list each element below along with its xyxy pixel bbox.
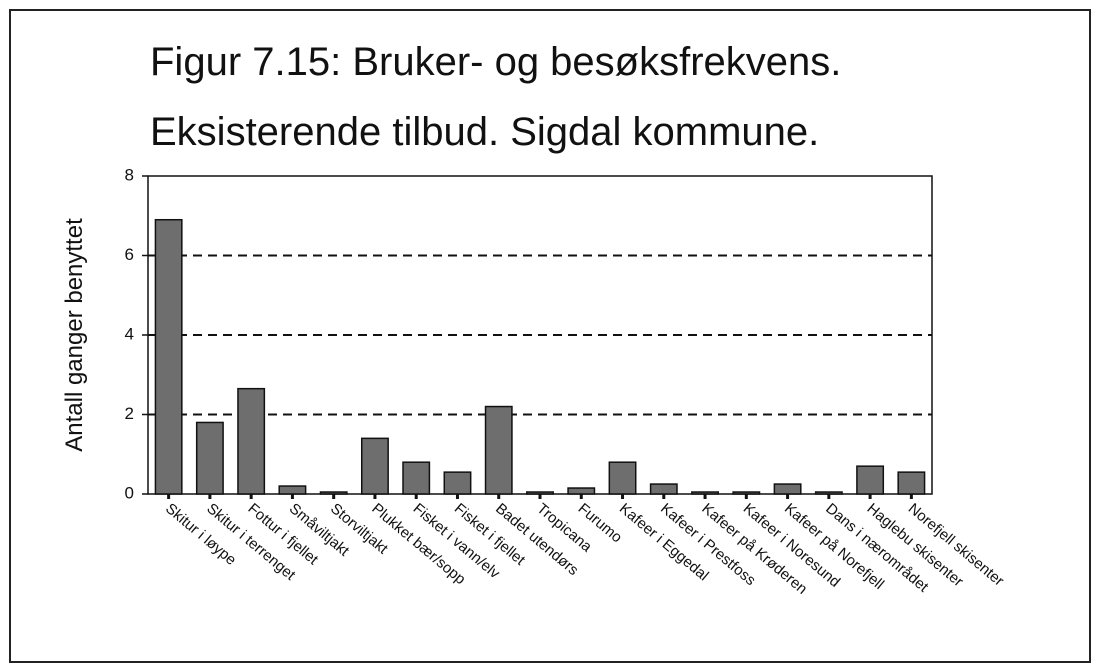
- y-tick-label: 0: [125, 483, 134, 502]
- bar: [608, 461, 637, 495]
- bar: [443, 471, 472, 495]
- bar: [567, 487, 596, 495]
- y-tick-label: 8: [125, 165, 134, 184]
- bar: [814, 491, 843, 495]
- bar: [237, 387, 266, 495]
- frame: [9, 9, 1091, 663]
- y-tick-label: 4: [125, 324, 134, 343]
- bar: [691, 491, 720, 495]
- bar: [897, 471, 926, 495]
- y-tick-label: 2: [125, 404, 134, 423]
- chart-subtitle: Eksisterende tilbud. Sigdal kommune.: [150, 110, 819, 154]
- bar: [484, 405, 513, 495]
- bar: [856, 465, 885, 495]
- bar: [278, 485, 307, 495]
- bar: [319, 491, 348, 495]
- y-tick-label: 6: [125, 245, 134, 264]
- chart-title: Figur 7.15: Bruker- og besøksfrekvens.: [150, 40, 841, 84]
- bar: [773, 483, 802, 495]
- bar: [732, 491, 761, 495]
- y-axis-label: Antall ganger benyttet: [61, 218, 88, 452]
- bar: [649, 483, 678, 495]
- bar: [360, 437, 389, 495]
- bar: [526, 491, 554, 495]
- bar: [195, 421, 224, 495]
- bar: [402, 461, 431, 495]
- bar: [154, 218, 183, 495]
